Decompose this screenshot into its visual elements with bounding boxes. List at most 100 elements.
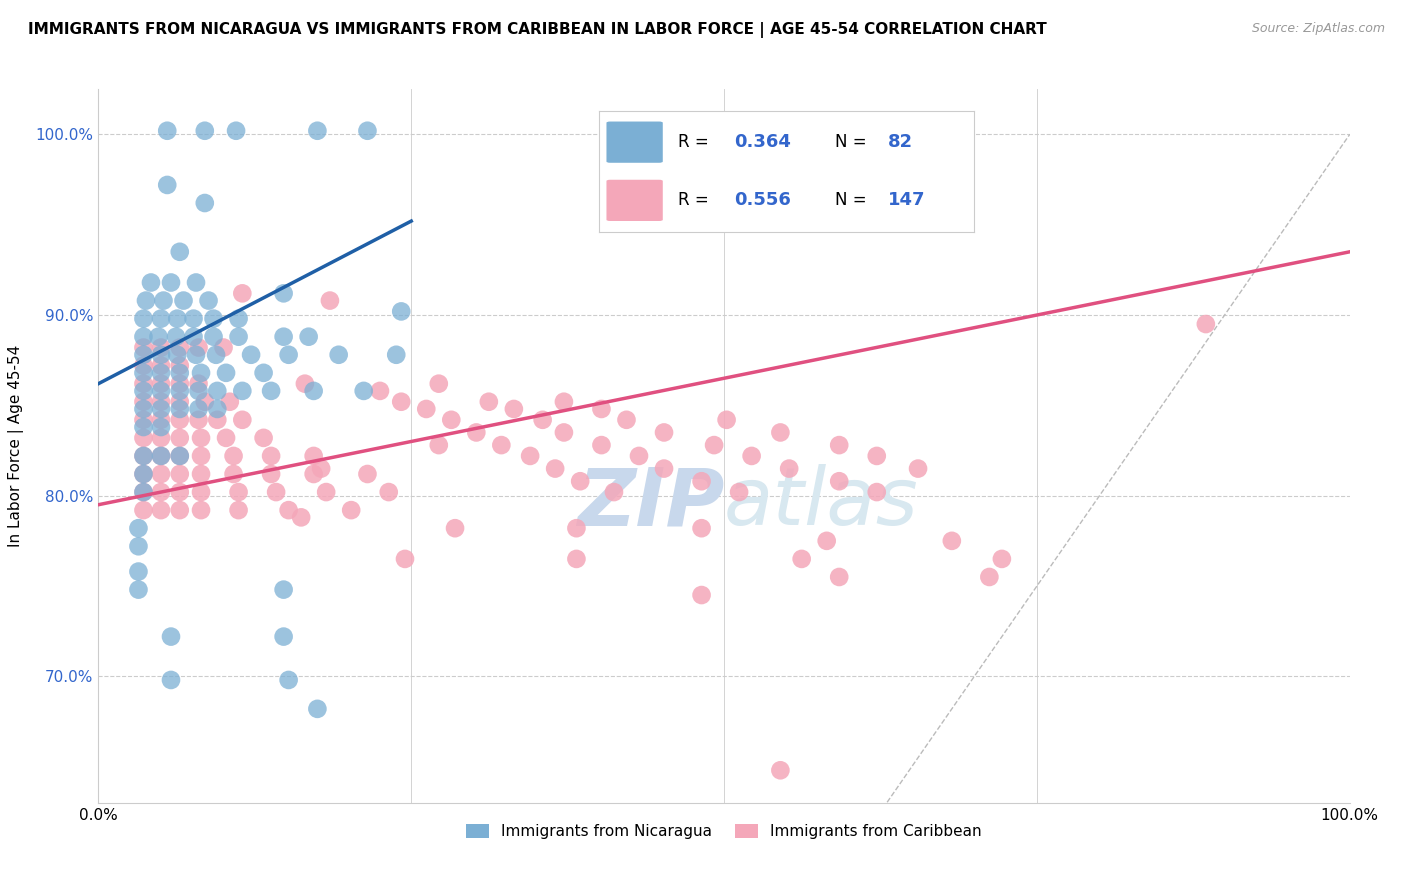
Point	[228, 311, 250, 326]
Point	[591, 401, 613, 416]
Point	[169, 366, 191, 380]
Point	[150, 503, 173, 517]
Point	[150, 341, 173, 355]
Point	[132, 449, 155, 463]
Point	[231, 384, 253, 398]
Point	[427, 438, 450, 452]
Point	[132, 376, 155, 391]
Point	[979, 570, 1001, 584]
Point	[132, 384, 155, 398]
Point	[277, 503, 299, 517]
Point	[160, 630, 183, 644]
Point	[353, 384, 375, 398]
Point	[150, 413, 173, 427]
Point	[190, 449, 212, 463]
Point	[132, 485, 155, 500]
Point	[169, 384, 191, 398]
Point	[160, 673, 183, 687]
Point	[205, 348, 228, 362]
Point	[218, 394, 240, 409]
Point	[190, 485, 212, 500]
Point	[228, 485, 250, 500]
Point	[150, 311, 173, 326]
Point	[273, 286, 295, 301]
Point	[231, 413, 253, 427]
Point	[307, 124, 329, 138]
Point	[132, 413, 155, 427]
Point	[616, 413, 638, 427]
Point	[866, 485, 889, 500]
Point	[356, 124, 378, 138]
Point	[190, 431, 212, 445]
Point	[132, 467, 155, 481]
Point	[778, 461, 800, 475]
Point	[190, 467, 212, 481]
Y-axis label: In Labor Force | Age 45-54: In Labor Force | Age 45-54	[8, 345, 24, 547]
Point	[150, 394, 173, 409]
Point	[169, 244, 191, 259]
Point	[502, 401, 524, 416]
Point	[127, 539, 149, 553]
Point	[132, 401, 155, 416]
Point	[222, 449, 245, 463]
Point	[215, 366, 238, 380]
Point	[127, 565, 149, 579]
Point	[941, 533, 963, 548]
Point	[340, 503, 363, 517]
Point	[132, 485, 155, 500]
Point	[478, 394, 501, 409]
Point	[690, 521, 713, 535]
Point	[150, 359, 173, 373]
Point	[207, 384, 229, 398]
Point	[132, 348, 155, 362]
Point	[553, 425, 575, 440]
Point	[260, 449, 283, 463]
Point	[132, 341, 155, 355]
Point	[531, 413, 554, 427]
Point	[260, 467, 283, 481]
Point	[132, 431, 155, 445]
Point	[173, 293, 195, 308]
Point	[187, 401, 209, 416]
Point	[207, 401, 229, 416]
Point	[565, 521, 588, 535]
Point	[169, 503, 191, 517]
Point	[150, 348, 173, 362]
Point	[319, 293, 342, 308]
Point	[194, 124, 217, 138]
Point	[150, 467, 173, 481]
Point	[565, 552, 588, 566]
Point	[194, 196, 217, 211]
Point	[156, 178, 179, 192]
Point	[150, 420, 173, 434]
Point	[169, 394, 191, 409]
Point	[132, 311, 155, 326]
Point	[215, 431, 238, 445]
Point	[150, 384, 173, 398]
Text: atlas: atlas	[724, 464, 920, 542]
Point	[228, 503, 250, 517]
Point	[277, 673, 299, 687]
Point	[240, 348, 263, 362]
Point	[150, 376, 173, 391]
Point	[790, 552, 813, 566]
Point	[169, 401, 191, 416]
Point	[603, 485, 626, 500]
Point	[377, 485, 399, 500]
Point	[728, 485, 751, 500]
Point	[260, 384, 283, 398]
Point	[627, 449, 650, 463]
Point	[652, 461, 675, 475]
Point	[150, 449, 173, 463]
Point	[228, 329, 250, 343]
Point	[444, 521, 467, 535]
Point	[815, 533, 838, 548]
Point	[273, 582, 295, 597]
Point	[187, 341, 209, 355]
Point	[150, 366, 173, 380]
Point	[302, 384, 325, 398]
Text: Source: ZipAtlas.com: Source: ZipAtlas.com	[1251, 22, 1385, 36]
Point	[184, 348, 207, 362]
Point	[197, 293, 219, 308]
Point	[302, 467, 325, 481]
